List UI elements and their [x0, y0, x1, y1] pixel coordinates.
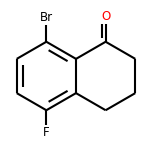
Text: F: F	[43, 126, 50, 139]
Text: Br: Br	[40, 11, 53, 24]
Text: O: O	[101, 10, 110, 23]
